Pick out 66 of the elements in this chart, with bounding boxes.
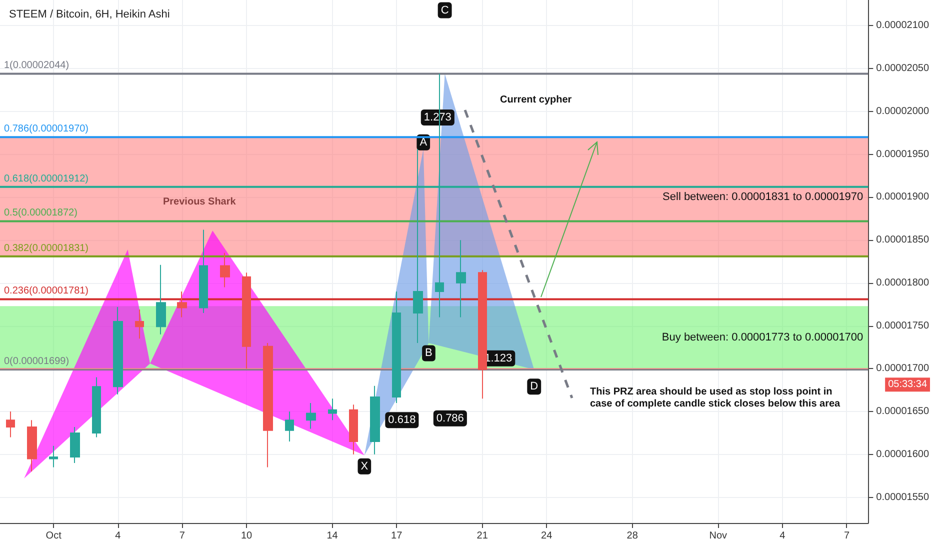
ref-line-label: 1(0.00002044) — [4, 60, 70, 72]
candlestick — [92, 376, 101, 438]
annotation: This PRZ area should be used as stop loss point in case of complete candle stick closes below this area — [590, 386, 841, 410]
ref-line-label: 0.618(0.00001912) — [4, 173, 89, 184]
y-tick-label: 0.00002100 — [876, 20, 930, 32]
x-tick-label: 17 — [391, 530, 403, 542]
candlestick — [370, 385, 380, 455]
y-tick-label: 0.00001600 — [876, 448, 930, 460]
x-tick-label: 28 — [626, 530, 638, 542]
candlestick — [456, 240, 466, 318]
y-tick-label: 0.00001850 — [876, 234, 930, 246]
ref-line-label: 0(0.00001699) — [4, 356, 70, 368]
text: 05:33:34 — [888, 379, 928, 390]
candlestick — [349, 404, 358, 455]
candlestick — [70, 426, 80, 464]
annotation: Current cypher — [500, 94, 572, 106]
ref-line-label: 0.786(0.00001970) — [4, 124, 89, 135]
text: STEEM / Bitcoin, 6H, Heikin Ashi — [9, 8, 170, 20]
band-label: Buy between: 0.00001773 to 0.00001700 — [662, 331, 864, 344]
y-tick-label: 0.00001700 — [876, 363, 930, 374]
candlestick — [156, 264, 166, 335]
ref-line-label: 0.236(0.00001781) — [4, 286, 89, 297]
y-tick-label: 0.00001750 — [876, 320, 930, 332]
y-tick-label: 0.00002000 — [876, 106, 930, 117]
annotation: Previous Shark — [163, 196, 236, 208]
annotation: C — [440, 4, 449, 16]
candlestick — [306, 402, 316, 430]
candlestick — [6, 411, 15, 438]
y-tick-label: 0.00002050 — [876, 63, 930, 74]
y-tick-label: 0.00001800 — [876, 277, 930, 288]
annotation: 0.618 — [388, 414, 416, 426]
candlestick — [328, 398, 337, 421]
x-tick-label: 7 — [179, 530, 186, 542]
annotation: D — [530, 380, 538, 393]
y-tick-label: 0.00001950 — [876, 148, 930, 160]
candlestick — [49, 445, 58, 468]
candlestick — [242, 272, 251, 370]
x-tick-label: 4 — [780, 530, 786, 542]
candlestick — [177, 291, 187, 318]
annotation: A — [420, 136, 428, 148]
annotation: X — [360, 460, 369, 472]
x-tick-label: 24 — [541, 530, 553, 542]
y-tick-label: 0.00001650 — [876, 406, 930, 418]
x-tick-label: 4 — [115, 530, 122, 542]
ref-line-label: 0.382(0.00001831) — [4, 242, 89, 254]
x-tick-label: Nov — [709, 530, 728, 542]
y-tick-label: 0.00001550 — [876, 492, 930, 503]
candlestick — [478, 270, 487, 400]
x-tick-label: 7 — [844, 530, 850, 542]
x-tick-label: 14 — [326, 530, 338, 542]
candlestick — [263, 342, 273, 468]
candlestick — [113, 306, 123, 395]
candlestick — [27, 420, 37, 472]
x-tick-label: 10 — [240, 530, 253, 542]
candlestick — [199, 229, 208, 314]
candlestick — [135, 309, 144, 340]
x-tick-label: 21 — [476, 530, 488, 542]
y-tick-label: 0.00001900 — [876, 192, 930, 203]
ref-line-label: 0.5(0.00001872) — [4, 208, 78, 219]
candlestick — [285, 411, 294, 442]
annotation: B — [425, 347, 432, 360]
candlestick — [392, 291, 401, 404]
x-tick-label: Oct — [46, 530, 62, 542]
candlestick — [220, 252, 230, 288]
annotation: 0.786 — [436, 412, 464, 424]
band-label: Sell between: 0.00001831 to 0.00001970 — [662, 190, 864, 203]
